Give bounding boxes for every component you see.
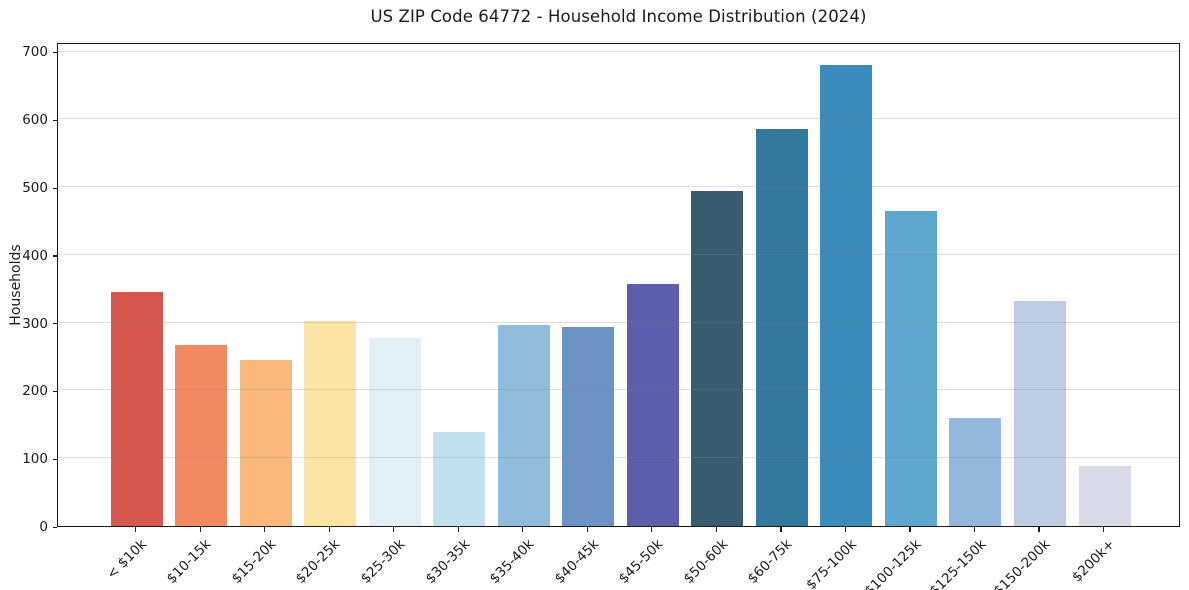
xtick-label-5: $30-35k [422, 536, 473, 587]
ytick-label-200: 200 [22, 383, 48, 400]
xtick-label-1: $10-15k [163, 536, 215, 587]
bar-40-45k [562, 326, 615, 526]
bar-35-40k [497, 324, 550, 526]
ytick-label-300: 300 [22, 315, 48, 332]
ytick-label-0: 0 [39, 519, 48, 535]
xtick-label-7: $40-45k [551, 536, 602, 587]
xtick-label-9: $50-60k [680, 536, 731, 587]
xtick-mark-11 [844, 527, 847, 532]
bar-20-25k [304, 320, 357, 526]
ytick-label-600: 600 [22, 112, 48, 129]
xtick-label-11: $75-100k [803, 536, 860, 590]
ytick-mark-200 [53, 390, 57, 393]
xtick-label-13: $125-150k [926, 536, 990, 590]
bar-25-30k [368, 337, 421, 526]
xtick-mark-2 [264, 527, 266, 532]
xtick-mark-8 [651, 527, 653, 532]
gridline-200 [58, 389, 1179, 391]
xtick-label-4: $25-30k [357, 536, 409, 587]
bar-30-35k [433, 431, 486, 526]
bar-50-60k [691, 191, 744, 526]
gridline-600 [58, 118, 1179, 120]
xtick-mark-10 [780, 527, 782, 532]
gridline-100 [58, 457, 1179, 459]
ytick-mark-300 [53, 323, 57, 325]
xtick-label-14: $150-200k [990, 536, 1054, 590]
ytick-label-700: 700 [22, 44, 48, 61]
gridline-300 [58, 321, 1179, 323]
bar-15-20k [239, 359, 292, 526]
bar-45-50k [626, 284, 679, 526]
ytick-mark-0 [53, 526, 57, 528]
xtick-mark-15 [1103, 527, 1105, 532]
xtick-label-8: $45-50k [615, 536, 667, 587]
xtick-mark-12 [909, 527, 911, 532]
xtick-label-0: < $10k [104, 536, 151, 583]
xtick-label-15: $200k+ [1068, 536, 1119, 586]
xtick-label-3: $20-25k [293, 536, 344, 587]
bar-60-75k [755, 129, 808, 526]
xtick-mark-5 [457, 527, 459, 532]
ytick-mark-100 [53, 458, 57, 460]
gridline-500 [58, 186, 1179, 188]
gridline-700 [58, 50, 1179, 52]
xtick-mark-4 [393, 527, 395, 532]
ytick-label-400: 400 [22, 247, 48, 264]
xtick-mark-9 [715, 527, 717, 532]
xtick-label-12: $100-125k [861, 536, 925, 590]
bar-200k [1078, 466, 1131, 526]
xtick-mark-13 [973, 527, 976, 532]
xtick-mark-14 [1038, 527, 1040, 532]
ytick-mark-700 [53, 51, 57, 54]
ytick-label-500: 500 [22, 180, 48, 197]
ytick-mark-500 [53, 187, 57, 189]
xtick-label-2: $15-20k [228, 536, 280, 587]
bar-150-200k [1013, 300, 1066, 526]
xtick-label-10: $60-75k [744, 536, 796, 587]
ytick-label-100: 100 [22, 451, 48, 468]
chart-title: US ZIP Code 64772 - Household Income Dis… [370, 7, 867, 26]
xtick-label-6: $35-40k [486, 536, 538, 587]
xtick-mark-1 [199, 527, 201, 532]
bar-125-150k [949, 417, 1002, 526]
bar-10k [110, 292, 163, 526]
ytick-mark-400 [53, 255, 57, 257]
bar-10-15k [175, 345, 228, 526]
plot-area [57, 43, 1180, 527]
bar-100-125k [884, 210, 937, 526]
xtick-mark-3 [328, 527, 330, 532]
bar-75-100k [820, 65, 873, 526]
xtick-mark-7 [586, 527, 588, 532]
ytick-mark-600 [53, 119, 57, 121]
gridline-400 [58, 253, 1179, 255]
xtick-mark-6 [522, 527, 524, 532]
xtick-mark-0 [135, 527, 137, 532]
